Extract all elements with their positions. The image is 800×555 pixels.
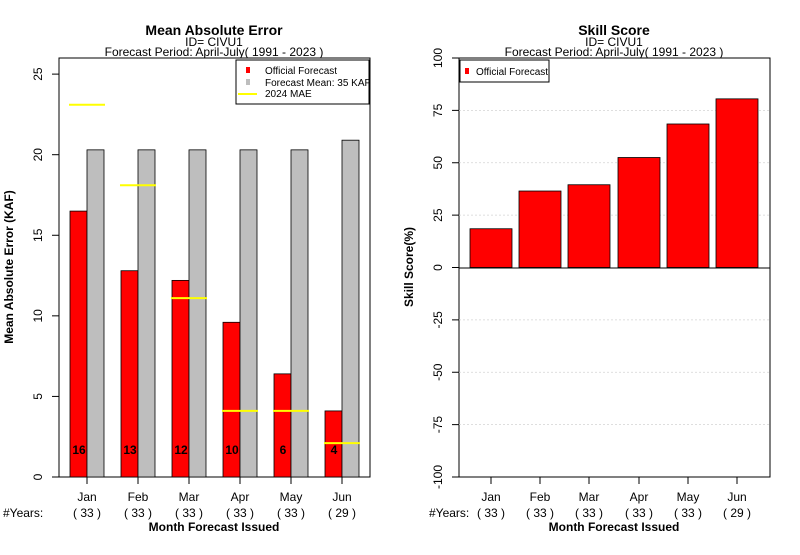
skill-bar-feb bbox=[518, 190, 562, 268]
skill-period: Forecast Period: April-July( 1991 - 2023… bbox=[505, 45, 724, 59]
mae-ytick-label: 15 bbox=[31, 228, 45, 242]
skill-legend-swatch bbox=[465, 68, 469, 74]
skill-ylabel: Skill Score(%) bbox=[402, 227, 416, 307]
skill-bar-jun bbox=[715, 98, 759, 268]
skill-ytick-label: 25 bbox=[431, 208, 445, 222]
skill-id: ID= CIVU1 bbox=[585, 35, 643, 49]
skill-xtick-label-feb: Feb bbox=[530, 490, 551, 504]
mae-xtick-label-mar: Mar bbox=[179, 490, 200, 504]
skill-xtick-label-jan: Jan bbox=[481, 490, 500, 504]
skill-years-feb: ( 33 ) bbox=[526, 506, 554, 520]
mae-xtick-label-may: May bbox=[280, 490, 303, 504]
bar-label-jun: 4 bbox=[331, 443, 338, 457]
bar-label-jan: 16 bbox=[72, 443, 86, 457]
bar-mean-may bbox=[290, 149, 309, 478]
mae-ytick-label: 0 bbox=[31, 473, 45, 480]
mae-xtick-label-feb: Feb bbox=[128, 490, 149, 504]
skill-legend: Official Forecast bbox=[459, 59, 550, 83]
skill-xlabel: Month Forecast Issued bbox=[549, 520, 680, 534]
bar-mean-mar bbox=[188, 149, 207, 478]
bar-official-jan bbox=[69, 210, 88, 478]
mae-years-prefix: #Years: bbox=[3, 506, 43, 520]
bar-mean-apr bbox=[239, 149, 258, 478]
bar-label-feb: 13 bbox=[123, 443, 137, 457]
mae-ytick-label: 25 bbox=[31, 67, 45, 81]
mae-ytick-label: 10 bbox=[31, 309, 45, 323]
mae-years-jun: ( 29 ) bbox=[328, 506, 356, 520]
skill-years-may: ( 33 ) bbox=[674, 506, 702, 520]
legend-mean-label: Forecast Mean: 35 KAF bbox=[265, 78, 371, 89]
skill-years-apr: ( 33 ) bbox=[625, 506, 653, 520]
skill-years-jan: ( 33 ) bbox=[477, 506, 505, 520]
mae-xtick-label-apr: Apr bbox=[231, 490, 250, 504]
skill-ytick-label: -75 bbox=[431, 416, 445, 434]
mae-xtick-label-jan: Jan bbox=[77, 490, 96, 504]
mae-period: Forecast Period: April-July( 1991 - 2023… bbox=[105, 45, 324, 59]
skill-title: Skill Score bbox=[578, 22, 650, 38]
skill-ytick-label: -100 bbox=[431, 465, 445, 489]
skill-years-prefix: #Years: bbox=[429, 506, 469, 520]
bar-mean-jan bbox=[86, 149, 105, 478]
mae-ytick-label: 20 bbox=[31, 148, 45, 162]
mae-ytick-label: 5 bbox=[31, 393, 45, 400]
skill-chart: Skill Score ID= CIVU1 Forecast Period: A… bbox=[402, 22, 771, 534]
legend-mean-swatch bbox=[246, 79, 250, 85]
skill-legend-box bbox=[459, 59, 550, 83]
mae-years-apr: ( 33 ) bbox=[226, 506, 254, 520]
bar-mean-feb bbox=[137, 149, 156, 478]
mae-years-may: ( 33 ) bbox=[277, 506, 305, 520]
skill-ytick-label: -50 bbox=[431, 363, 445, 381]
mae-id: ID= CIVU1 bbox=[185, 35, 243, 49]
skill-xtick-label-apr: Apr bbox=[630, 490, 649, 504]
mae-legend: Official Forecast Forecast Mean: 35 KAF … bbox=[235, 59, 371, 105]
mae-years-feb: ( 33 ) bbox=[124, 506, 152, 520]
mae-chart: Mean Absolute Error ID= CIVU1 Forecast P… bbox=[2, 22, 371, 534]
skill-bar-may bbox=[666, 123, 710, 268]
legend-mae-label: 2024 MAE bbox=[265, 89, 312, 100]
bar-official-may bbox=[273, 373, 292, 478]
skill-bar-apr bbox=[617, 157, 661, 268]
mae-years-mar: ( 33 ) bbox=[175, 506, 203, 520]
mae-xlabel: Month Forecast Issued bbox=[149, 520, 280, 534]
skill-ytick-label: 100 bbox=[431, 48, 445, 68]
skill-ytick-label: -25 bbox=[431, 311, 445, 329]
skill-xtick-label-may: May bbox=[677, 490, 700, 504]
mae-years-jan: ( 33 ) bbox=[73, 506, 101, 520]
skill-bar-mar bbox=[567, 184, 611, 268]
bar-mean-jun bbox=[341, 139, 360, 478]
skill-xtick-label-jun: Jun bbox=[727, 490, 746, 504]
skill-ytick-label: 50 bbox=[431, 156, 445, 170]
mae-legend-box bbox=[235, 59, 370, 105]
skill-legend-label: Official Forecast bbox=[476, 67, 548, 78]
mae-plot-frame bbox=[58, 57, 371, 478]
bar-label-apr: 10 bbox=[225, 443, 239, 457]
mae-title: Mean Absolute Error bbox=[145, 22, 283, 38]
skill-ytick-label: 75 bbox=[431, 103, 445, 117]
mae-ylabel: Mean Absolute Error (KAF) bbox=[2, 190, 16, 344]
skill-years-jun: ( 29 ) bbox=[723, 506, 751, 520]
skill-ytick-label: 0 bbox=[431, 264, 445, 271]
skill-xtick-label-mar: Mar bbox=[579, 490, 600, 504]
mae-xtick-label-jun: Jun bbox=[332, 490, 351, 504]
skill-years-mar: ( 33 ) bbox=[575, 506, 603, 520]
bar-label-may: 6 bbox=[280, 443, 287, 457]
legend-official-label: Official Forecast bbox=[265, 66, 337, 77]
bar-label-mar: 12 bbox=[174, 443, 188, 457]
legend-official-swatch bbox=[246, 67, 250, 73]
skill-bar-jan bbox=[469, 228, 513, 268]
